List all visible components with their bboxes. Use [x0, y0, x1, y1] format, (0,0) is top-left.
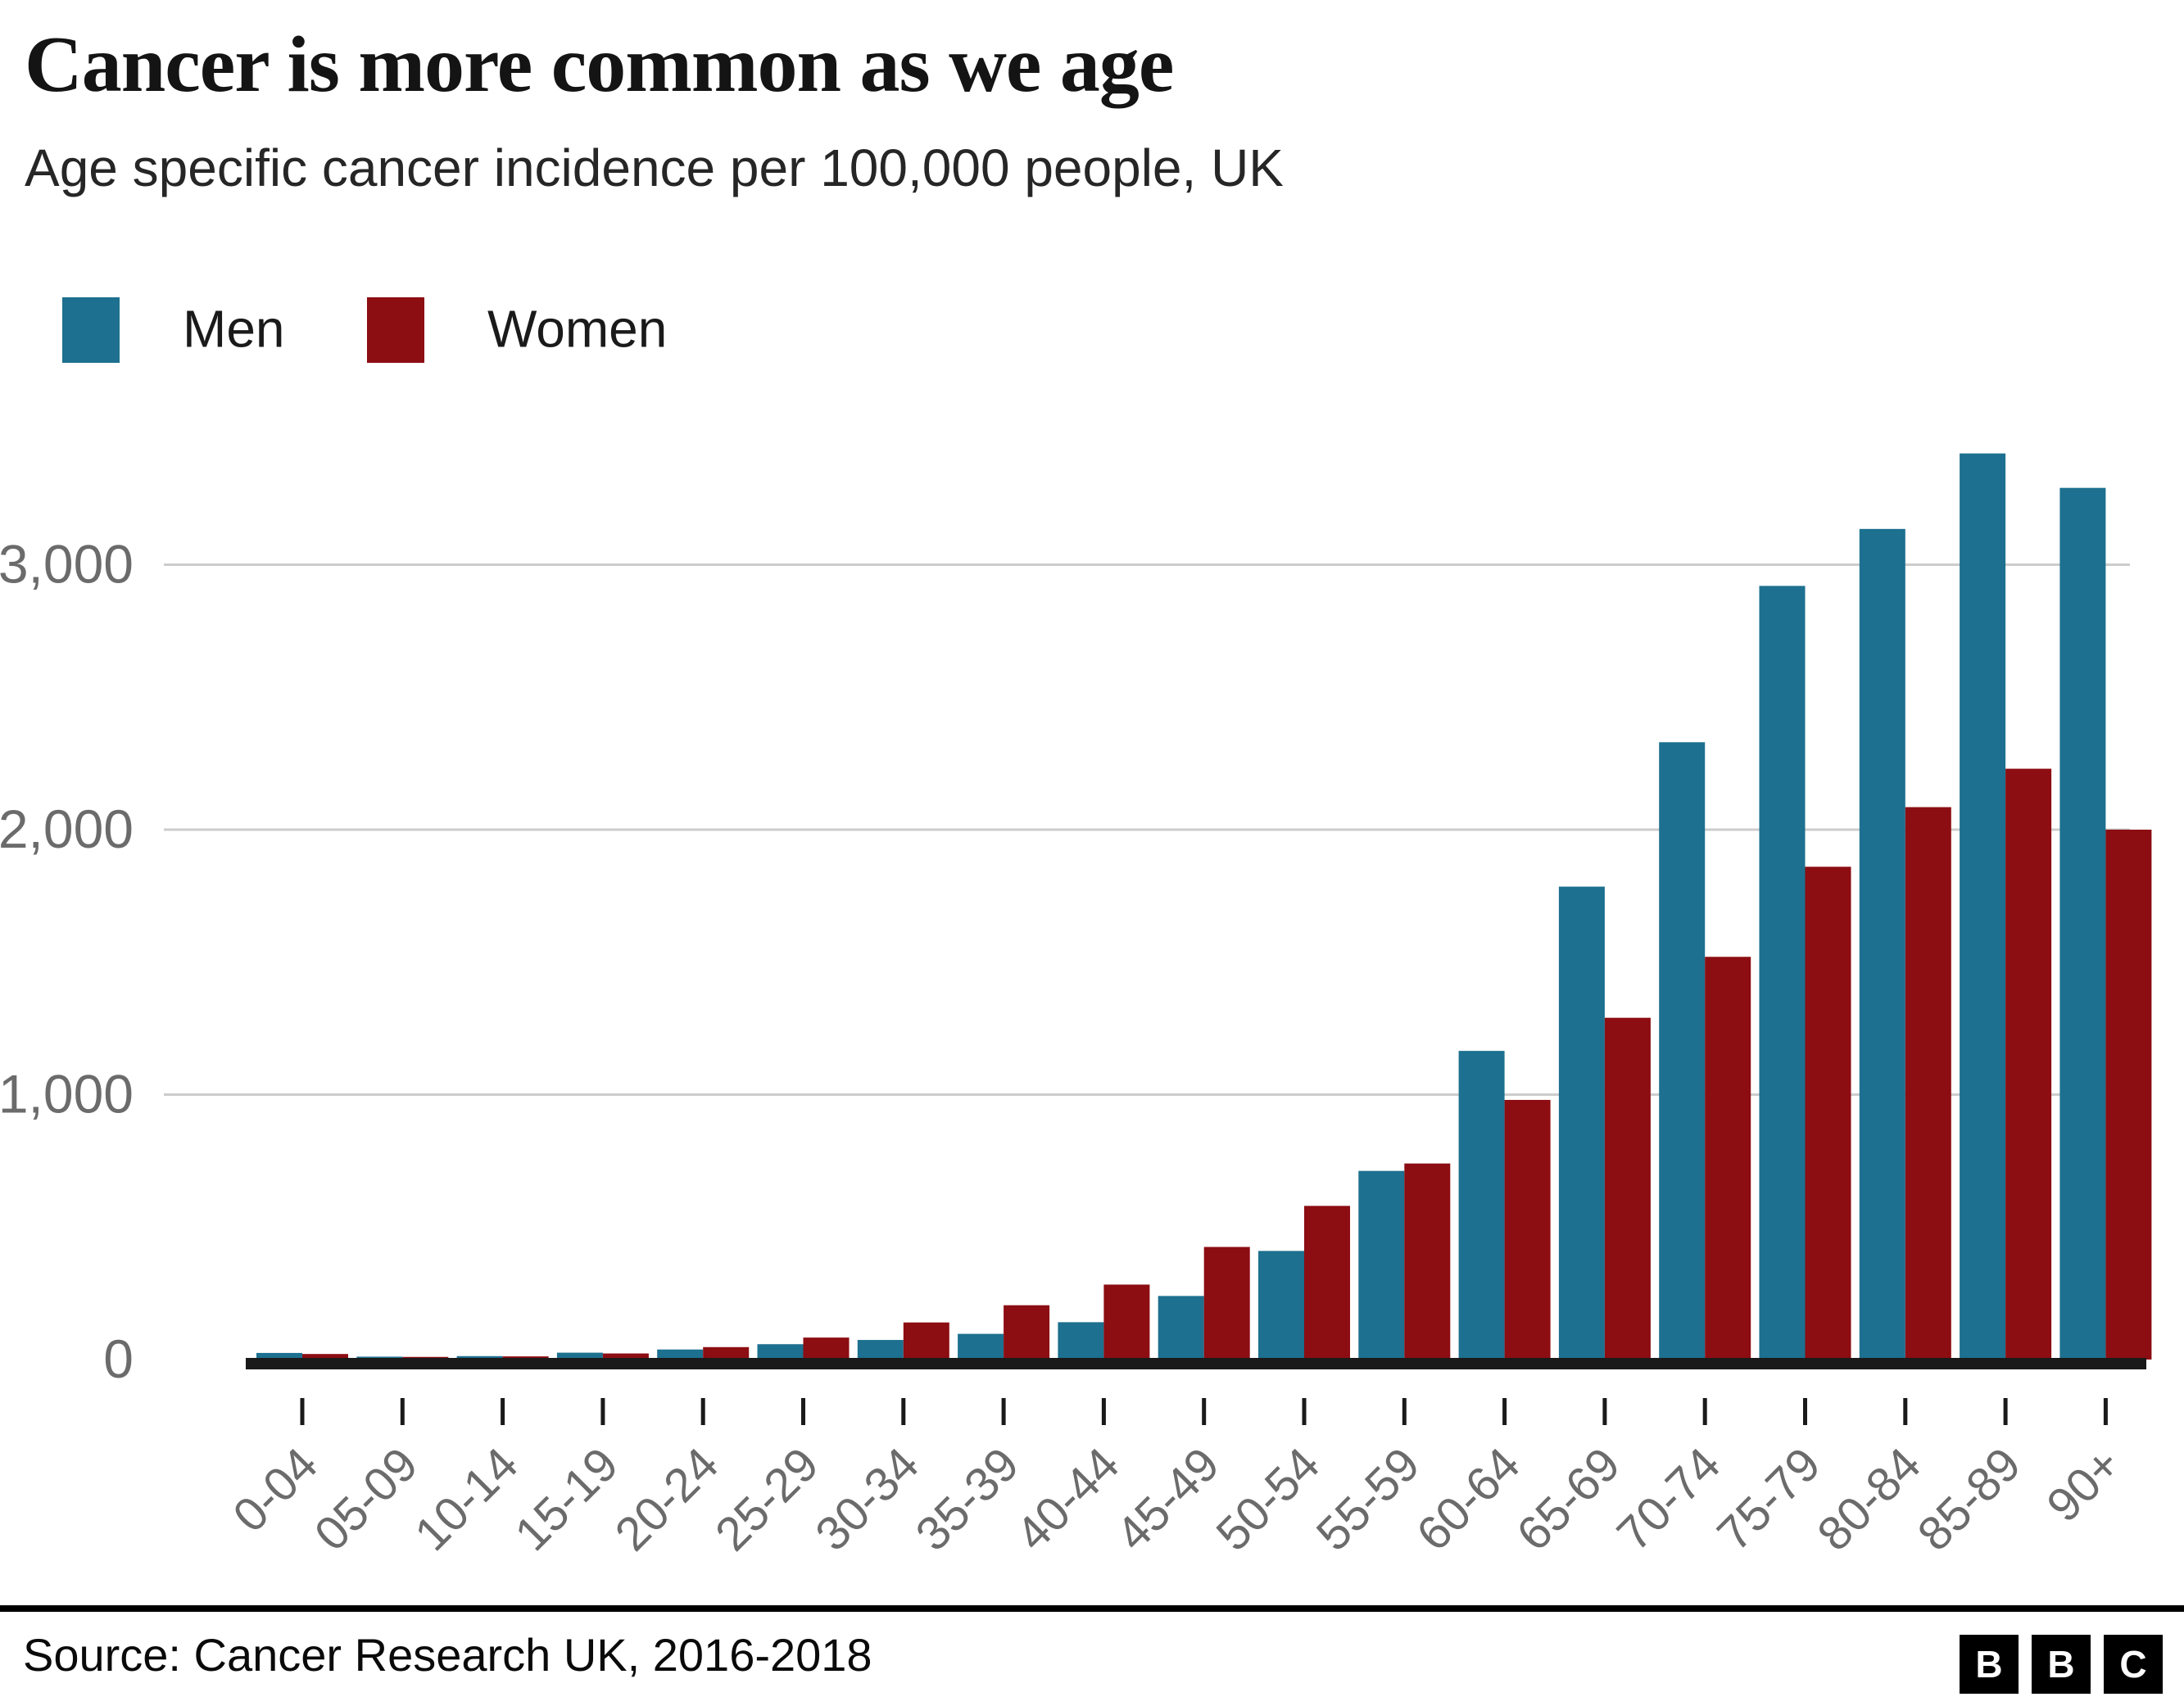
bar-men-60-64 — [1458, 1051, 1505, 1360]
bar-women-25-29 — [803, 1337, 850, 1360]
bar-men-35-39 — [958, 1333, 1004, 1360]
x-axis-line — [246, 1358, 2146, 1369]
bar-women-15-19 — [602, 1353, 649, 1360]
bar-women-70-74 — [1705, 957, 1751, 1360]
bar-women-85-89 — [2005, 768, 2052, 1360]
x-axis-label-20-24: 20-24 — [605, 1437, 729, 1561]
bbc-logo-block-2: B — [2032, 1635, 2091, 1694]
legend-label-men: Men — [183, 299, 285, 359]
bar-women-80-84 — [1905, 807, 1951, 1360]
bar-women-45-49 — [1203, 1247, 1250, 1360]
bar-men-40-44 — [1058, 1322, 1104, 1360]
bbc-logo-block-3: C — [2104, 1635, 2163, 1694]
x-axis-label-60-64: 60-64 — [1407, 1437, 1530, 1561]
bar-men-50-54 — [1258, 1251, 1304, 1360]
y-axis-tick-label: 3,000 — [0, 534, 134, 595]
bar-women-20-24 — [703, 1346, 750, 1360]
footer-divider — [0, 1605, 2184, 1612]
x-axis-label-35-39: 35-39 — [905, 1437, 1029, 1561]
x-axis-label-10-14: 10-14 — [405, 1437, 528, 1561]
bar-men-70-74 — [1659, 742, 1706, 1360]
bar-men-45-49 — [1158, 1296, 1204, 1360]
y-axis-tick-label: 1,000 — [0, 1064, 134, 1125]
x-axis-label-45-49: 45-49 — [1106, 1437, 1230, 1561]
x-axis-label-05-09: 05-09 — [305, 1437, 428, 1561]
x-axis-label-70-74: 70-74 — [1607, 1437, 1731, 1561]
x-axis-label-90+: 90+ — [2037, 1437, 2132, 1532]
bar-women-30-34 — [903, 1322, 949, 1360]
bar-women-65-69 — [1604, 1017, 1651, 1360]
bar-women-75-79 — [1805, 867, 1851, 1360]
bar-women-60-64 — [1504, 1099, 1551, 1360]
bbc-logo: B B C — [1960, 1635, 2163, 1694]
x-axis-label-75-79: 75-79 — [1707, 1437, 1831, 1561]
x-axis-label-15-19: 15-19 — [505, 1437, 628, 1561]
bar-men-75-79 — [1759, 586, 1806, 1360]
bar-men-90+ — [2059, 487, 2106, 1360]
bar-men-85-89 — [1960, 453, 2006, 1360]
bar-women-90+ — [2105, 830, 2152, 1360]
bar-women-40-44 — [1103, 1284, 1150, 1360]
page-subtitle: Age specific cancer incidence per 100,00… — [25, 138, 1284, 197]
x-axis-label-65-69: 65-69 — [1507, 1437, 1630, 1561]
bar-men-10-14 — [456, 1355, 503, 1360]
x-axis-label-55-59: 55-59 — [1307, 1437, 1430, 1561]
bar-women-55-59 — [1404, 1163, 1451, 1360]
x-axis-label-30-34: 30-34 — [805, 1437, 929, 1561]
page-title: Cancer is more common as we age — [25, 20, 1174, 109]
x-axis-label-50-54: 50-54 — [1206, 1437, 1330, 1561]
bar-women-50-54 — [1304, 1206, 1350, 1360]
bar-men-20-24 — [657, 1349, 704, 1360]
x-axis-label-85-89: 85-89 — [1907, 1437, 2031, 1561]
source-credit: Source: Cancer Research UK, 2016-2018 — [23, 1629, 872, 1681]
bar-men-80-84 — [1859, 528, 1905, 1360]
bar-men-55-59 — [1358, 1170, 1405, 1360]
legend-swatch-women-icon — [367, 297, 424, 363]
y-axis-tick-label: 2,000 — [0, 799, 134, 859]
x-axis-label-80-84: 80-84 — [1807, 1437, 1931, 1561]
bar-men-30-34 — [857, 1340, 904, 1360]
bar-men-15-19 — [556, 1352, 603, 1360]
bar-women-35-39 — [1004, 1305, 1050, 1360]
bar-men-65-69 — [1558, 886, 1605, 1360]
legend-label-women: Women — [487, 299, 668, 359]
bar-men-25-29 — [757, 1344, 804, 1360]
bar-women-0-04 — [302, 1354, 348, 1360]
bar-men-0-04 — [256, 1352, 302, 1360]
legend-swatch-men-icon — [62, 297, 120, 363]
legend: Men Women — [0, 295, 983, 365]
x-axis-label-40-44: 40-44 — [1006, 1437, 1130, 1561]
bbc-logo-block-1: B — [1960, 1635, 2019, 1694]
x-axis-label-25-29: 25-29 — [705, 1437, 829, 1561]
y-axis-tick-label: 0 — [103, 1328, 134, 1389]
